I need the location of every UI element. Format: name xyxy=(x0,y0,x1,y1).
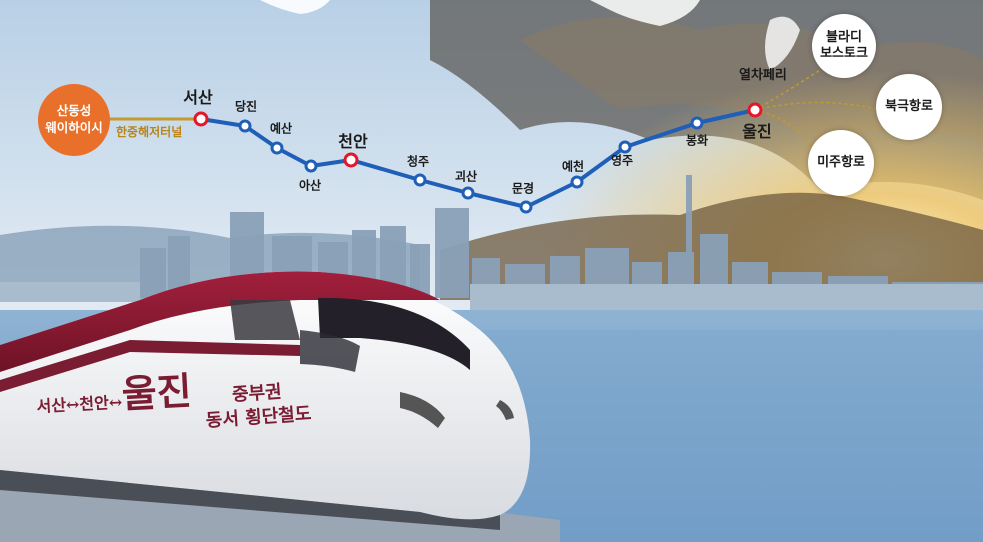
vladivostok-line2: 보스토크 xyxy=(820,46,868,61)
station-marker-12 xyxy=(747,102,763,118)
origin-line2: 웨이하이시 xyxy=(45,120,103,135)
destination-arctic-route-circle: 북극항로 xyxy=(876,74,942,140)
station-marker-9 xyxy=(570,175,584,189)
vladivostok-line1: 블라디 xyxy=(826,29,862,45)
arctic-route-label: 북극항로 xyxy=(885,98,933,114)
destination-america-route-circle: 미주항로 xyxy=(808,130,874,196)
station-label-bonghwa: 봉화 xyxy=(685,133,709,148)
station-label-asan: 아산 xyxy=(298,178,322,193)
train-route-arrow1: ↔ xyxy=(65,394,80,415)
train-caption: 중부권 동서 횡단철도 xyxy=(203,378,312,434)
station-label-yecheon: 예천 xyxy=(561,159,585,174)
station-marker-3 xyxy=(270,141,284,155)
station-label-cheonan: 천안 xyxy=(338,132,368,151)
ktx-train xyxy=(0,271,531,530)
station-marker-8 xyxy=(519,200,533,214)
station-label-uljin: 울진 xyxy=(742,122,772,141)
station-marker-6 xyxy=(413,173,427,187)
station-marker-11 xyxy=(690,116,704,130)
station-label-seosan: 서산 xyxy=(183,88,213,107)
station-label-cheongju: 청주 xyxy=(406,154,430,169)
station-marker-7 xyxy=(461,186,475,200)
train-route-arrow2: ↔ xyxy=(108,392,123,413)
station-label-dangjin: 당진 xyxy=(234,99,258,114)
train-route-cheonan: 천안 xyxy=(78,393,110,414)
america-route-label: 미주항로 xyxy=(817,154,865,170)
train-ferry-label: 열차페리 xyxy=(739,68,787,83)
origin-line1: 산동성 xyxy=(56,103,92,119)
station-label-yesan: 예산 xyxy=(269,121,293,136)
station-label-goesan: 괴산 xyxy=(454,169,478,184)
station-marker-2 xyxy=(238,119,252,133)
station-marker-1 xyxy=(193,111,209,127)
station-marker-10 xyxy=(618,140,632,154)
station-label-yeongju: 영주 xyxy=(610,153,634,168)
train-route-uljin: 울진 xyxy=(120,367,193,417)
station-marker-4 xyxy=(304,159,318,173)
train-route-text: 서산↔천안↔울진 xyxy=(35,360,193,423)
station-label-mungyeong: 문경 xyxy=(511,181,535,196)
tunnel-label: 한중해저터널 xyxy=(116,125,183,139)
origin-weihai-circle: 산동성 웨이하이시 xyxy=(38,84,110,156)
destination-vladivostok-circle: 블라디 보스토크 xyxy=(812,14,876,78)
station-marker-5 xyxy=(343,152,359,168)
train-route-seosan: 서산 xyxy=(36,395,67,416)
